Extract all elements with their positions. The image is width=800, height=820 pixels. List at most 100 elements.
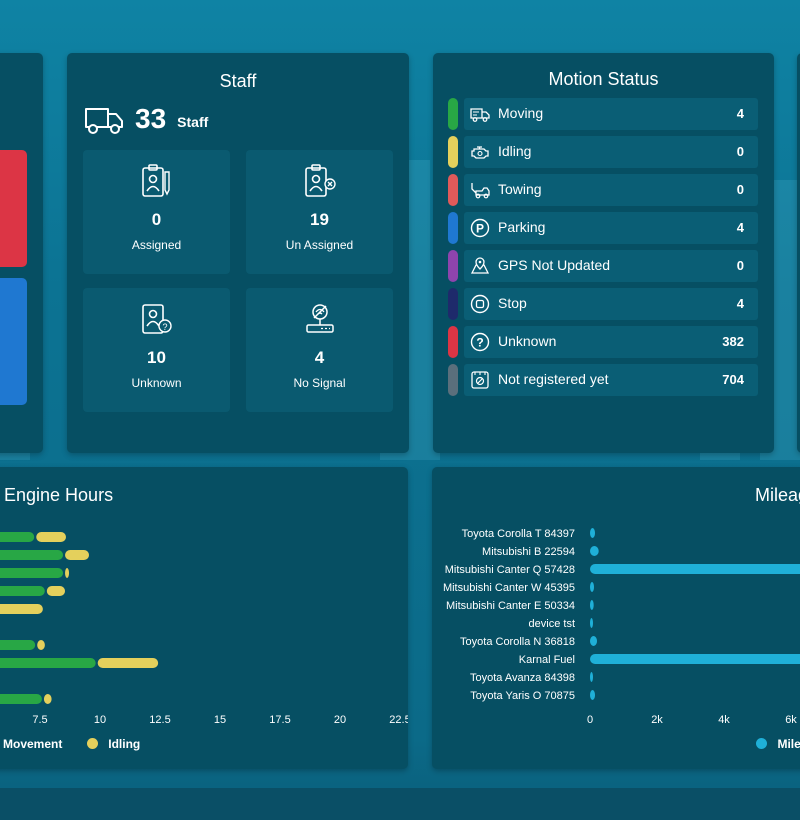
motion-status-title: Motion Status [548,69,659,89]
question-circle-icon: ? [470,332,490,352]
x-tick-label: 4k [718,714,730,726]
staff-panel: Staff 33 Staff 0 Assigned 19 Un [67,53,409,453]
category-label: device tst [529,618,575,630]
legend-mileage-label[interactable]: Mileage [777,736,800,751]
mileage-bar[interactable] [590,600,594,610]
movement-bar[interactable] [0,658,96,668]
clipboard-person-pen-icon [141,164,170,197]
motion-row-not-registered[interactable]: Not registered yet 704 [448,364,758,396]
idling-bar[interactable] [0,604,43,614]
x-tick-label: 12.5 [149,714,170,726]
legend-movement-label[interactable]: Movement [3,736,63,751]
no-signal-card[interactable]: 4 No Signal [246,288,393,412]
x-tick-label: 22.5 [389,714,408,726]
idling-bar[interactable] [36,532,66,542]
motion-row-towing[interactable]: Towing 0 [448,174,758,206]
motion-value: 4 [736,296,744,311]
svg-text:P: P [476,222,484,236]
category-label: Toyota Corolla T 84397 [462,528,575,540]
assigned-card[interactable]: 0 Assigned [83,150,230,274]
staff-count: 33 [135,103,167,134]
movement-bar[interactable] [0,568,64,578]
movement-bar[interactable] [0,532,35,542]
clipboard-person-x-icon [304,164,336,197]
status-color-bar [448,326,458,358]
mileage-bar[interactable] [590,654,800,664]
motion-row-unknown[interactable]: ? Unknown 382 [448,326,758,358]
motion-value: 4 [736,106,744,121]
mileage-bar[interactable] [590,636,598,646]
mileage-bar[interactable] [590,564,800,574]
status-color-bar [448,136,458,168]
idling-bar[interactable] [65,550,90,560]
mileage-title: Mileage [755,485,800,505]
category-label: Mitsubishi B 22594 [482,546,575,558]
engine-hours-legend: Movement Idling [0,735,140,753]
motion-row-stop[interactable]: Stop 4 [448,288,758,320]
x-tick-label: 6k [785,714,797,726]
footer-band [0,788,800,820]
no-signal-value: 4 [314,348,325,367]
unknown-label: Unknown [131,376,182,390]
unknown-card[interactable]: ? 10 Unknown [83,288,230,412]
truck-moving-icon [470,108,490,122]
motion-label: Towing [498,181,542,197]
movement-bar[interactable] [0,640,36,650]
gps-map-icon [470,257,490,274]
red-summary-tile[interactable] [0,150,27,267]
x-tick-label: 17.5 [269,714,290,726]
staff-summary: 33 Staff [83,103,208,135]
x-tick-label: 10 [94,714,106,726]
movement-bar[interactable] [0,586,45,596]
x-tick-label: 15 [214,714,226,726]
idling-bar[interactable] [43,694,52,704]
category-label: Karnal Fuel [519,654,575,666]
mileage-bar[interactable] [590,528,596,538]
category-label: Mitsubishi Canter W 45395 [443,582,575,594]
unassigned-card[interactable]: 19 Un Assigned [246,150,393,274]
svg-text:?: ? [162,322,167,332]
mileage-chart: Toyota Corolla T 84397 Mitsubishi B 22594… [443,528,800,726]
blue-summary-tile[interactable] [0,278,27,405]
right-edge-panel [797,53,800,453]
motion-value: 0 [736,144,744,159]
legend-mileage-dot [756,738,767,750]
motion-label: Moving [498,105,544,121]
router-no-signal-icon [305,304,334,333]
category-label: Toyota Yaris O 70875 [470,690,575,702]
motion-row-moving[interactable]: Moving 4 [448,98,758,130]
engine-hours-title: Engine Hours [4,485,114,505]
mileage-legend: Mileage [756,735,800,753]
left-summary-panel [0,53,43,453]
mileage-bar[interactable] [590,618,593,628]
unknown-value: 10 [147,348,166,367]
staff-title: Staff [219,71,257,91]
mileage-bar[interactable] [590,582,595,592]
legend-idling-label[interactable]: Idling [108,736,141,751]
idling-bar[interactable] [65,568,70,578]
idling-bar[interactable] [97,658,159,668]
mileage-bar[interactable] [590,690,596,700]
engine-hours-panel: Engine Hours 7.5 10 12.5 15 17.5 20 22.5 Movem… [0,467,408,769]
x-tick-label: 7.5 [32,714,47,726]
clipboard-person-question-icon: ? [141,304,172,334]
unassigned-value: 19 [310,210,329,229]
motion-row-parking[interactable]: P Parking 4 [448,212,758,244]
engine-hours-chart: 7.5 10 12.5 15 17.5 20 22.5 [0,532,408,726]
category-label: Mitsubishi Canter E 50334 [446,600,575,612]
mileage-bar[interactable] [590,546,599,556]
motion-label: Unknown [498,333,557,349]
motion-label: Not registered yet [498,371,609,387]
unregistered-device-icon [471,371,489,389]
motion-row-idling[interactable]: Idling 0 [448,136,758,168]
tow-truck-icon [471,183,490,199]
motion-label: Stop [498,295,527,311]
motion-row-gps-not-updated[interactable]: GPS Not Updated 0 [448,250,758,282]
idling-bar[interactable] [37,640,45,650]
motion-value: 0 [736,182,744,197]
movement-bar[interactable] [0,550,64,560]
motion-label: GPS Not Updated [498,257,611,273]
movement-bar[interactable] [0,694,42,704]
idling-bar[interactable] [46,586,66,596]
mileage-bar[interactable] [590,672,593,682]
